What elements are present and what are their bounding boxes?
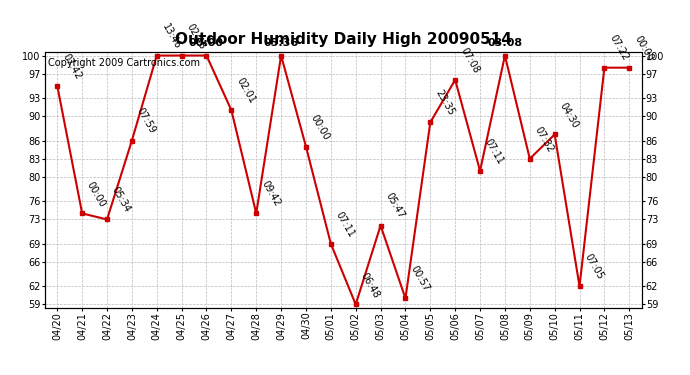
Title: Outdoor Humidity Daily High 20090514: Outdoor Humidity Daily High 20090514 [175,32,512,47]
Text: 07:08: 07:08 [458,46,481,75]
Text: 23:35: 23:35 [433,88,456,117]
Text: 00:00: 00:00 [85,180,108,209]
Text: 07:59: 07:59 [135,106,157,136]
Text: 07:22: 07:22 [607,33,630,63]
Text: Copyright 2009 Cartronics.com: Copyright 2009 Cartronics.com [48,58,200,68]
Text: 00:00: 00:00 [632,34,655,63]
Text: 00:00: 00:00 [189,38,224,48]
Text: 05:34: 05:34 [110,186,132,214]
Text: 07:42: 07:42 [60,52,83,81]
Text: 07:11: 07:11 [483,137,506,166]
Text: 05:36: 05:36 [264,38,299,48]
Text: 00:00: 00:00 [309,113,331,142]
Text: 09:42: 09:42 [259,179,282,209]
Text: 07:11: 07:11 [334,210,357,239]
Text: 07:32: 07:32 [533,124,555,154]
Text: 00:57: 00:57 [408,264,431,294]
Text: 07:05: 07:05 [582,252,605,281]
Text: 13:46: 13:46 [160,22,182,51]
Text: 05:47: 05:47 [384,191,406,220]
Text: 02:48: 02:48 [185,21,207,51]
Text: 06:48: 06:48 [359,271,382,300]
Text: 03:08: 03:08 [487,38,522,48]
Text: 02:01: 02:01 [235,76,257,105]
Text: 04:30: 04:30 [558,100,580,130]
